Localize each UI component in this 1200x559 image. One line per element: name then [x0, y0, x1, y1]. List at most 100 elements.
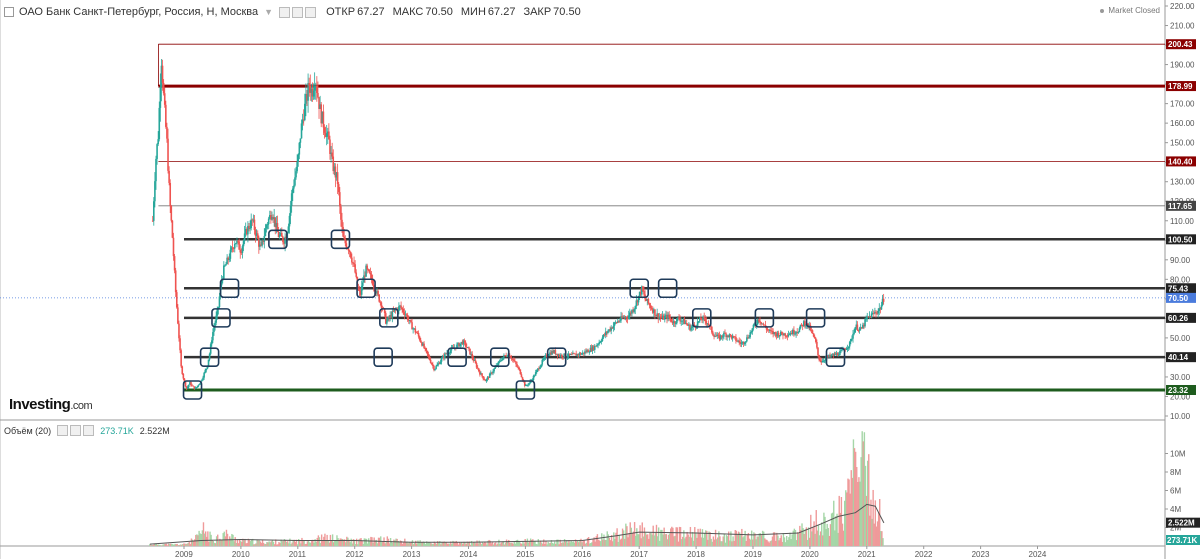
- candle-body: [753, 324, 756, 326]
- candle-body: [177, 307, 179, 324]
- volume-bar: [758, 533, 761, 546]
- candle-body: [867, 316, 870, 318]
- settings-icon[interactable]: [279, 6, 291, 18]
- candle-body: [188, 384, 190, 387]
- volume-bar: [288, 543, 290, 546]
- candle-body: [203, 372, 205, 378]
- annotation-box: [447, 347, 467, 367]
- volume-bar: [256, 539, 258, 546]
- candle-body: [429, 359, 432, 363]
- close-icon[interactable]: [83, 425, 95, 436]
- volume-bar: [398, 542, 401, 546]
- volume-bar: [458, 542, 461, 546]
- instrument-title[interactable]: ОАО Банк Санкт-Петербург, Россия, Н, Мос…: [19, 6, 259, 18]
- candle-body: [206, 365, 209, 369]
- volume-bar: [436, 541, 439, 546]
- candle-body: [520, 374, 523, 378]
- candle-body: [757, 319, 759, 325]
- volume-bar: [488, 539, 490, 546]
- candle-body: [402, 308, 405, 313]
- candle-body: [731, 336, 734, 339]
- volume-bar: [361, 540, 363, 546]
- candle-body: [231, 247, 234, 249]
- candle-body: [776, 332, 779, 337]
- close-icon[interactable]: [305, 6, 317, 18]
- candle-body: [697, 321, 700, 322]
- candle-body: [293, 185, 295, 189]
- candle-body: [458, 343, 460, 347]
- volume-bar: [500, 542, 502, 546]
- volume-bar: [207, 531, 209, 546]
- volume-bar: [173, 544, 175, 546]
- volume-bar: [237, 543, 240, 546]
- candle-body: [630, 312, 632, 314]
- volume-bar: [697, 528, 699, 546]
- candle-body: [289, 205, 292, 216]
- candle-body: [864, 319, 866, 327]
- candle-body: [779, 331, 782, 336]
- volume-bar: [582, 540, 584, 546]
- y-tick-label: 30.00: [1170, 373, 1191, 382]
- market-status: Market Closed: [1100, 6, 1160, 15]
- candle-body: [243, 233, 246, 242]
- volume-bar: [304, 543, 306, 546]
- candle-body: [648, 303, 651, 306]
- candle-body: [517, 366, 519, 368]
- volume-bar: [371, 537, 373, 546]
- chevron-down-icon[interactable]: ▼: [264, 7, 274, 17]
- candle-body: [493, 368, 495, 372]
- candle-body: [229, 249, 232, 259]
- volume-bar: [741, 528, 743, 546]
- volume-bar: [560, 542, 562, 546]
- volume-bar: [528, 541, 531, 546]
- candle-body: [591, 346, 594, 351]
- y-tick-label: 220.00: [1170, 2, 1195, 11]
- volume-bar: [316, 537, 318, 546]
- visibility-icon[interactable]: [292, 6, 304, 18]
- volume-bar: [411, 540, 414, 546]
- volume-bar: [609, 540, 612, 546]
- volume-bar: [279, 543, 281, 546]
- candle-body: [287, 226, 290, 233]
- candle-body: [552, 351, 554, 353]
- candle-body: [794, 333, 796, 335]
- visibility-icon[interactable]: [70, 425, 82, 436]
- volume-bar: [858, 477, 860, 546]
- volume-bar: [706, 530, 708, 546]
- volume-bar: [399, 540, 402, 546]
- x-tick-label: 2023: [972, 550, 990, 559]
- candle-body: [705, 321, 708, 324]
- volume-bar: [545, 541, 547, 546]
- candle-body: [799, 324, 802, 329]
- volume-bar: [612, 541, 614, 546]
- candle-body: [260, 244, 262, 246]
- volume-bar: [872, 489, 874, 546]
- candle-body: [372, 284, 375, 288]
- volume-bar: [300, 543, 302, 546]
- volume-bar: [245, 543, 247, 546]
- volume-bar: [791, 534, 793, 546]
- volume-bar: [162, 544, 164, 546]
- volume-bar: [767, 541, 769, 546]
- candle-body: [413, 328, 416, 330]
- volume-bar: [671, 526, 673, 546]
- collapse-icon[interactable]: [4, 7, 14, 17]
- volume-bar: [852, 439, 855, 546]
- candle-body: [175, 292, 178, 308]
- settings-icon[interactable]: [57, 425, 69, 436]
- volume-bar: [299, 540, 301, 546]
- volume-bar: [165, 543, 167, 546]
- candle-body: [875, 312, 877, 314]
- volume-bar: [653, 535, 656, 546]
- candle-body: [857, 330, 860, 331]
- volume-bar: [227, 540, 230, 546]
- candle-body: [405, 314, 408, 316]
- candle-body: [365, 265, 367, 277]
- volume-bar: [519, 541, 521, 546]
- candle-body: [430, 362, 433, 365]
- volume-bar: [802, 528, 804, 546]
- annotation-box: [489, 347, 510, 367]
- volume-bar: [502, 541, 504, 546]
- volume-bar: [683, 530, 685, 546]
